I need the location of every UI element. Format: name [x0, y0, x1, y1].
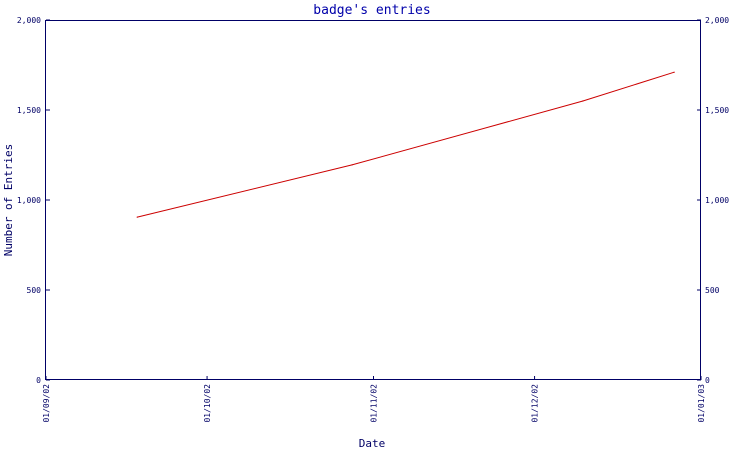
y-tick-label-left: 2,000	[17, 16, 41, 25]
plot-area	[45, 20, 701, 380]
y-tick-label-left: 500	[27, 286, 42, 295]
x-tick-label: 01/10/02	[203, 384, 212, 423]
y-tick-label-right: 2,000	[705, 16, 729, 25]
y-tick-label-left: 1,500	[17, 106, 41, 115]
x-tick-label: 01/01/03	[697, 384, 706, 423]
y-tick-label-left: 0	[36, 376, 41, 385]
data-point	[673, 71, 675, 73]
x-tick-label: 01/09/02	[42, 384, 51, 423]
y-tick-label-right: 1,500	[705, 106, 729, 115]
y-tick-label-left: 1,000	[17, 196, 41, 205]
series-line	[137, 71, 675, 218]
y-tick-label-right: 500	[705, 286, 720, 295]
x-axis-label: Date	[359, 437, 386, 450]
y-axis-label: Number of Entries	[2, 144, 15, 257]
data-point	[136, 216, 138, 218]
y-tick-label-right: 0	[705, 376, 710, 385]
series-layer	[136, 71, 675, 218]
y-axis-left: 0 500 1,000 1,500 2,000	[17, 16, 50, 385]
y-axis-right: 0 500 1,000 1,500 2,000	[697, 16, 729, 385]
x-tick-label: 01/11/02	[370, 384, 379, 423]
chart-title: badge's entries	[313, 3, 430, 18]
y-tick-label-right: 1,000	[705, 196, 729, 205]
x-tick-label: 01/12/02	[531, 384, 540, 423]
data-point	[582, 100, 584, 102]
data-point	[351, 164, 353, 166]
x-axis: 01/09/02 01/10/02 01/11/02 01/12/02 01/01/03	[42, 376, 706, 423]
